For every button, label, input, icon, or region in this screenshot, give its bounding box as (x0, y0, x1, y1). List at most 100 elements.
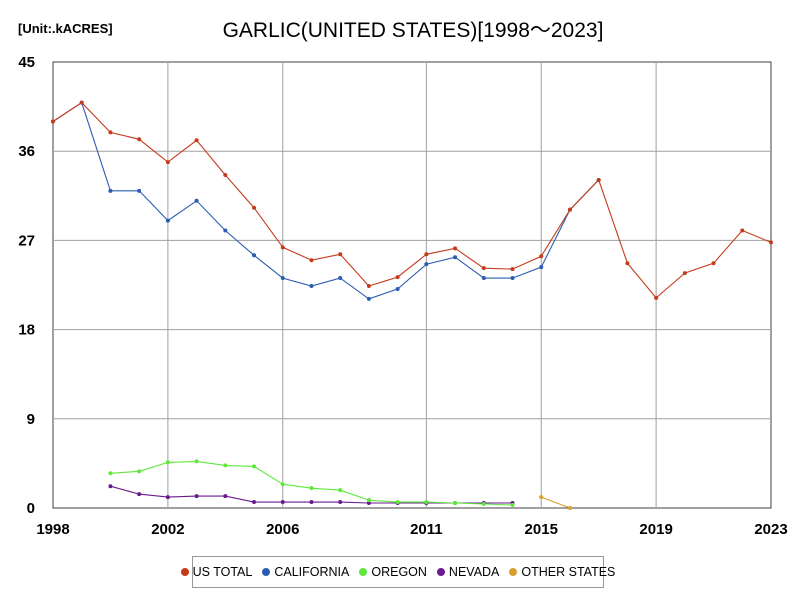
y-tick-label: 27 (18, 232, 35, 249)
data-point-oregon (338, 488, 343, 493)
data-point-nevada (338, 500, 343, 505)
data-point-california (223, 228, 228, 233)
data-point-oregon (481, 502, 486, 507)
plot-area (52, 61, 772, 509)
data-point-nevada (309, 500, 314, 505)
data-point-nevada (165, 495, 170, 500)
data-point-us-total (309, 258, 314, 263)
data-point-us-total (280, 245, 285, 250)
data-point-oregon (309, 486, 314, 491)
data-point-oregon (510, 503, 515, 508)
y-tick-label: 9 (27, 411, 35, 428)
data-point-other-states (539, 495, 544, 500)
data-point-california (424, 262, 429, 267)
data-point-us-total (51, 119, 55, 124)
data-point-oregon (395, 500, 400, 505)
unit-label: [Unit:.kACRES] (18, 21, 113, 36)
data-point-us-total (79, 100, 84, 105)
x-tick-label: 2019 (639, 521, 672, 538)
data-point-us-total (510, 267, 515, 272)
data-point-us-total (481, 266, 486, 271)
data-point-oregon (280, 482, 285, 487)
x-tick-label: 1998 (36, 521, 69, 538)
data-point-us-total (395, 275, 400, 280)
data-point-nevada (223, 494, 228, 499)
data-point-nevada (108, 484, 113, 489)
legend: US TOTAL CALIFORNIA OREGON NEVADA OTHER STAT… (180, 556, 615, 588)
legend-item: US TOTAL (180, 565, 253, 579)
data-point-us-total (223, 172, 228, 177)
data-point-us-total (453, 246, 458, 251)
data-point-california (395, 286, 400, 291)
x-axis: 1998 2002 2006 2011 2015 2019 2023 (36, 521, 787, 538)
legend-marker-icon (436, 568, 445, 576)
data-point-us-total (424, 252, 429, 257)
data-point-us-total (165, 160, 170, 165)
data-point-us-total (740, 228, 745, 233)
data-point-california (481, 276, 486, 281)
data-point-oregon (108, 471, 113, 476)
data-point-us-total (567, 207, 572, 212)
data-point-nevada (137, 492, 142, 497)
data-point-california (280, 276, 285, 281)
data-point-nevada (366, 501, 371, 506)
legend-marker-icon (180, 568, 189, 576)
data-point-california (108, 188, 113, 193)
legend-item: OREGON (359, 565, 427, 579)
y-tick-label: 36 (18, 143, 35, 160)
data-point-oregon (366, 498, 371, 503)
data-point-nevada (252, 500, 257, 505)
data-point-oregon (194, 459, 199, 464)
series-line-other-states (541, 496, 571, 509)
data-point-nevada (280, 500, 285, 505)
data-point-us-total (539, 254, 544, 259)
x-tick-label: 2006 (266, 521, 299, 538)
series-line-us-total (52, 101, 772, 299)
data-point-us-total (338, 252, 343, 257)
y-tick-label: 45 (18, 54, 35, 71)
data-point-other-states (567, 506, 572, 510)
data-point-california (252, 253, 257, 258)
data-point-california (194, 198, 199, 203)
data-point-us-total (194, 138, 199, 143)
data-point-us-total (137, 137, 142, 142)
legend-marker-icon (359, 568, 368, 576)
data-point-us-total (366, 283, 371, 288)
data-point-oregon (453, 501, 458, 506)
data-point-oregon (223, 463, 228, 468)
data-point-california (510, 276, 515, 281)
legend-label: CALIFORNIA (274, 565, 350, 579)
data-point-nevada (194, 494, 199, 499)
legend-label: US TOTAL (192, 565, 253, 579)
chart-title: GARLIC(UNITED STATES)[1998～2023] (222, 19, 604, 42)
x-tick-label: 2011 (410, 521, 443, 538)
y-tick-label: 18 (18, 322, 35, 339)
legend-marker-icon (262, 568, 271, 576)
data-point-us-total (769, 240, 773, 245)
data-point-us-total (596, 177, 601, 182)
y-axis: 0 9 18 27 36 45 (18, 54, 35, 517)
x-tick-label: 2015 (525, 521, 558, 538)
data-point-oregon (165, 460, 170, 465)
data-point-oregon (137, 469, 142, 474)
data-point-oregon (424, 500, 429, 505)
series-line-california (52, 101, 600, 300)
legend-label: NEVADA (448, 565, 500, 579)
data-point-us-total (625, 261, 630, 266)
data-point-us-total (711, 261, 716, 266)
legend-marker-icon (509, 568, 518, 576)
data-point-california (165, 218, 170, 223)
data-point-california (539, 265, 544, 270)
data-point-us-total (654, 295, 659, 300)
data-point-california (137, 188, 142, 193)
x-tick-label: 2002 (151, 521, 184, 538)
data-point-california (338, 276, 343, 281)
data-point-california (309, 283, 314, 288)
legend-label: OTHER STATES (521, 565, 616, 579)
legend-item: NEVADA (436, 565, 500, 579)
data-point-us-total (108, 130, 113, 135)
y-tick-label: 0 (27, 500, 35, 517)
data-point-california (453, 255, 458, 260)
data-point-us-total (682, 271, 687, 276)
